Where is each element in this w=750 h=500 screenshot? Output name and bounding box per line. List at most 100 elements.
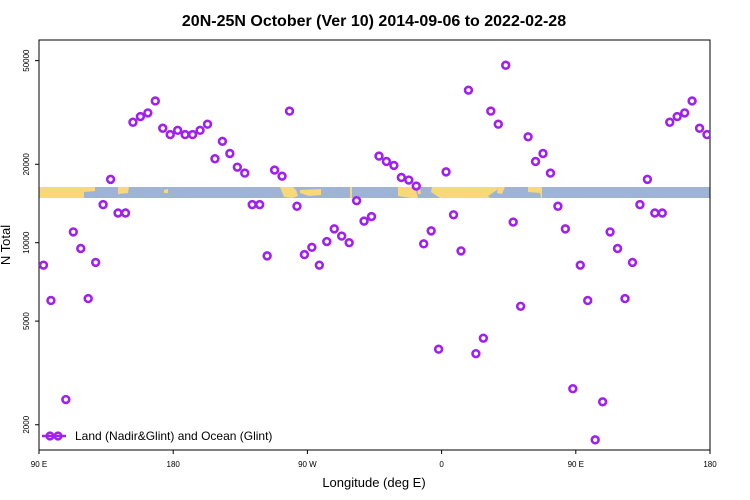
data-point: [575, 260, 585, 270]
data-point: [560, 224, 571, 234]
data-point: [665, 117, 675, 127]
data-point: [590, 435, 600, 445]
x-tick-label: 90 E: [31, 460, 47, 469]
data-point: [277, 171, 287, 181]
data-point: [605, 227, 615, 237]
data-point: [225, 148, 235, 159]
x-tick-label: 90 E: [568, 460, 584, 469]
data-point: [128, 117, 138, 127]
data-point: [292, 201, 302, 211]
data-point: [344, 237, 354, 248]
data-point: [448, 210, 459, 220]
data-point: [389, 160, 399, 171]
data-point: [172, 125, 183, 136]
legend-marker: [53, 431, 63, 441]
data-point: [113, 208, 123, 218]
data-point: [694, 123, 705, 133]
data-point: [202, 119, 213, 129]
x-tick-label: 180: [703, 460, 717, 469]
data-point: [46, 295, 56, 306]
data-point: [314, 260, 325, 270]
data-point: [359, 216, 369, 226]
data-point: [493, 119, 503, 129]
y-axis-title: N Total: [0, 225, 13, 265]
data-point: [404, 175, 414, 185]
data-point: [620, 293, 630, 304]
data-point: [240, 168, 250, 178]
y-axis: 2000 5000 10000 20000 50000: [22, 49, 39, 434]
data-point: [627, 257, 638, 268]
data-point: [501, 60, 511, 70]
map-strip-ocean: [39, 187, 710, 198]
data-point: [441, 167, 451, 177]
legend: Land (Nadir&Glint) and Ocean (Glint): [42, 429, 272, 443]
plot-frame: [38, 39, 711, 451]
data-point: [553, 201, 563, 211]
data-point: [254, 199, 265, 210]
data-point: [538, 148, 548, 159]
data-point: [135, 111, 146, 122]
y-tick-label: 50000: [22, 49, 31, 72]
legend-marker: [45, 431, 55, 441]
data-point: [396, 172, 407, 183]
data-point: [687, 96, 697, 106]
y-tick-label: 10000: [22, 231, 31, 254]
data-point: [322, 236, 332, 247]
data-point: [612, 243, 623, 254]
data-point: [568, 384, 578, 394]
data-point: [508, 217, 518, 227]
data-point: [657, 208, 667, 218]
data-point: [247, 199, 257, 210]
data-point: [463, 85, 474, 95]
data-point: [307, 242, 317, 253]
data-point: [471, 348, 481, 359]
data-point: [68, 227, 78, 237]
data-point: [515, 301, 526, 311]
data-point: [635, 199, 645, 210]
x-axis: 90 E 180 90 W 0 90 E 180: [31, 450, 717, 469]
data-point: [158, 123, 168, 133]
data-point: [426, 226, 436, 236]
data-point: [105, 174, 116, 185]
y-tick-label: 20000: [22, 153, 31, 176]
y-tick-label: 5000: [22, 312, 31, 330]
x-axis-title: Longitude (deg E): [322, 475, 425, 490]
data-point: [232, 162, 243, 172]
data-point: [456, 246, 466, 256]
data-point: [98, 199, 108, 210]
data-point: [650, 208, 660, 218]
y-tick-label: 2000: [22, 415, 31, 433]
data-point: [217, 136, 228, 147]
x-tick-label: 180: [167, 460, 181, 469]
data-point: [299, 249, 310, 260]
data-point: [76, 243, 86, 254]
data-point: [83, 293, 93, 304]
data-point: [336, 231, 347, 241]
data-point: [284, 106, 295, 116]
data-point: [433, 344, 444, 354]
data-point: [419, 239, 429, 249]
data-point: [381, 156, 392, 167]
data-point: [583, 295, 593, 306]
x-tick-label: 0: [439, 460, 444, 469]
data-point: [642, 174, 653, 185]
data-point: [478, 333, 489, 343]
data-point: [545, 168, 556, 178]
data-point: [187, 129, 198, 140]
data-point: [351, 195, 362, 206]
data-point: [411, 181, 421, 191]
data-point: [329, 224, 339, 234]
map-strip: [39, 187, 710, 198]
data-point: [679, 108, 690, 118]
data-point: [90, 257, 101, 268]
data-point: [530, 156, 541, 167]
legend-label: Land (Nadir&Glint) and Ocean (Glint): [75, 429, 272, 443]
data-point: [486, 106, 496, 116]
data-point: [672, 111, 682, 122]
data-point: [165, 129, 175, 140]
data-point: [180, 129, 190, 140]
data-point: [262, 251, 272, 261]
data-point: [366, 211, 377, 222]
data-point: [143, 108, 153, 118]
